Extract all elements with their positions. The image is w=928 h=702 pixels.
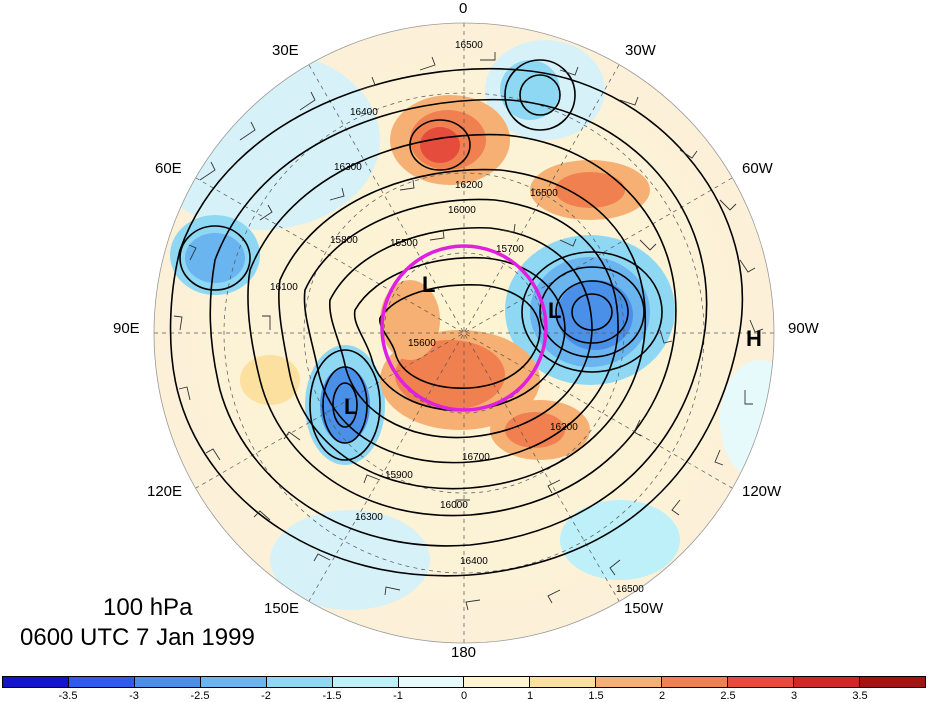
pressure-level-caption: 100 hPa xyxy=(103,594,193,621)
height-contours xyxy=(169,59,744,577)
colorbar-segment xyxy=(200,677,267,687)
colorbar-segment xyxy=(728,677,795,687)
longitude-label: 180 xyxy=(451,644,477,661)
low-pressure-marker: L xyxy=(344,394,357,419)
colorbar-tick-label: -1 xyxy=(393,690,403,702)
colorbar-tick-label: 3 xyxy=(790,690,798,702)
shaded-anomaly-field xyxy=(154,23,774,643)
contour-label: 16000 xyxy=(448,205,476,216)
map-boundary xyxy=(153,22,775,644)
colorbar-tick-label: -1.5 xyxy=(322,690,342,702)
colorbar-tick-label: 2 xyxy=(658,690,666,702)
contour-label: 16000 xyxy=(440,500,468,511)
contour-label: 16400 xyxy=(350,107,378,118)
contour-label: 16500 xyxy=(455,40,483,51)
colorbar-segment xyxy=(68,677,135,687)
contour-labels: 16500 16400 16300 16200 16100 16000 1590… xyxy=(270,40,644,595)
colorbar-segment xyxy=(794,677,860,687)
colorbar-tick-label: -3.5 xyxy=(58,690,78,702)
contour-label: 16500 xyxy=(616,584,644,595)
low-pressure-marker: L xyxy=(548,298,561,323)
low-pressure-marker: L xyxy=(422,272,435,297)
colorbar-tick-label: 1.5 xyxy=(588,690,604,702)
colorbar-segment xyxy=(3,677,69,687)
colorbar xyxy=(2,676,926,688)
contour-label: 16100 xyxy=(270,282,298,293)
longitude-label: 90W xyxy=(788,320,819,337)
contour-label: 15700 xyxy=(496,244,524,255)
colorbar-segment xyxy=(596,677,663,687)
contour-label: 16200 xyxy=(550,422,578,433)
valid-time-caption: 0600 UTC 7 Jan 1999 xyxy=(20,624,255,651)
longitude-label: 60E xyxy=(155,160,182,177)
contour-label: 16700 xyxy=(462,452,490,463)
contour-label: 16500 xyxy=(530,188,558,199)
longitude-label: 30W xyxy=(625,42,656,59)
contour-label: 15800 xyxy=(330,235,358,246)
colorbar-tick-label: -3 xyxy=(129,690,139,702)
longitude-label: 150E xyxy=(264,600,300,617)
longitude-label: 120W xyxy=(742,483,782,500)
contour-label: 15600 xyxy=(408,338,436,349)
longitude-label: 120E xyxy=(147,483,183,500)
colorbar-segment xyxy=(464,677,531,687)
colorbar-tick-label: -2.5 xyxy=(190,690,210,702)
longitude-label: 60W xyxy=(742,160,773,177)
contour-label: 15900 xyxy=(385,470,413,481)
longitude-label: 0 xyxy=(459,0,468,17)
colorbar-segment xyxy=(266,677,333,687)
colorbar-tick-label: -2 xyxy=(261,690,271,702)
colorbar-tick-label: 2.5 xyxy=(720,690,736,702)
longitude-label: 30E xyxy=(272,42,299,59)
colorbar-tick-label: 3.5 xyxy=(852,690,868,702)
longitude-label: 150W xyxy=(624,600,664,617)
contour-label: 16300 xyxy=(334,162,362,173)
wind-barbs xyxy=(173,52,764,611)
contour-label: 16200 xyxy=(455,180,483,191)
highlight-circle xyxy=(380,244,548,412)
colorbar-segment xyxy=(662,677,729,687)
longitude-label: 90E xyxy=(113,320,140,337)
colorbar-tick-label: 1 xyxy=(526,690,534,702)
contour-label: 16400 xyxy=(460,556,488,567)
colorbar-segment xyxy=(530,677,597,687)
contour-label: 16300 xyxy=(355,512,383,523)
colorbar-segment xyxy=(859,677,925,687)
colorbar-segment xyxy=(332,677,399,687)
colorbar-segment xyxy=(398,677,465,687)
colorbar-tick-label: 0 xyxy=(460,690,468,702)
contour-label: 15500 xyxy=(390,238,418,249)
colorbar-segment xyxy=(134,677,201,687)
high-pressure-marker: H xyxy=(746,326,762,351)
